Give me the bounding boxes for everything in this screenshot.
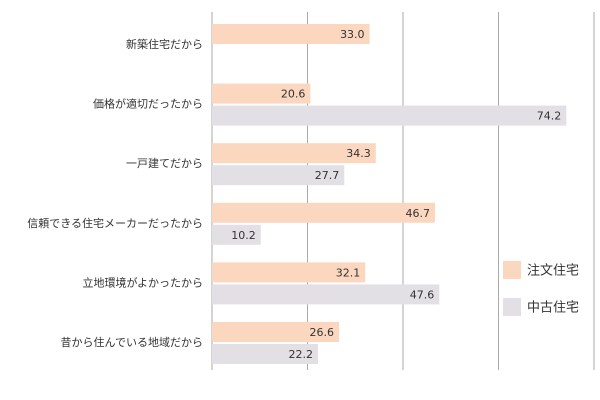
data-label: 46.7	[405, 207, 430, 220]
bar	[212, 143, 376, 164]
data-label: 20.6	[281, 88, 306, 101]
data-label: 47.6	[410, 288, 435, 301]
category-label: 新築住宅だから	[126, 37, 203, 51]
bars	[212, 24, 567, 364]
data-label: 34.3	[346, 147, 371, 160]
data-label: 10.2	[231, 229, 256, 242]
data-label: 26.6	[310, 326, 335, 339]
bar	[212, 224, 261, 245]
category-label: 価格が適切だったから	[93, 97, 203, 111]
labels: 新築住宅だから 33.0 価格が適切だったから 20.6 74.2 一戸建てだから 34.3…	[27, 28, 561, 361]
data-label: 32.1	[336, 266, 361, 279]
bar	[212, 105, 567, 126]
category-label: 信頼できる住宅メーカーだったから	[27, 216, 203, 230]
legend-label: 中古住宅	[527, 301, 579, 316]
category-label: 立地環境がよかったから	[83, 275, 203, 289]
bar	[212, 83, 311, 104]
data-label: 27.7	[315, 169, 340, 182]
category-label: 一戸建てだから	[126, 156, 203, 170]
bar	[212, 165, 345, 186]
legend-label: 注文住宅	[527, 264, 579, 279]
bar	[212, 344, 319, 364]
data-label: 22.2	[289, 348, 314, 361]
legend-swatch	[503, 261, 521, 279]
bar	[212, 262, 366, 283]
category-label: 昔から住んでいる地域だから	[61, 335, 203, 349]
legend-swatch	[503, 298, 521, 316]
bar	[212, 284, 440, 305]
bar	[212, 24, 370, 44]
grid-lines	[211, 12, 595, 370]
bar	[212, 322, 340, 342]
data-label: 33.0	[340, 28, 365, 41]
bar	[212, 202, 435, 223]
data-label: 74.2	[537, 110, 562, 123]
